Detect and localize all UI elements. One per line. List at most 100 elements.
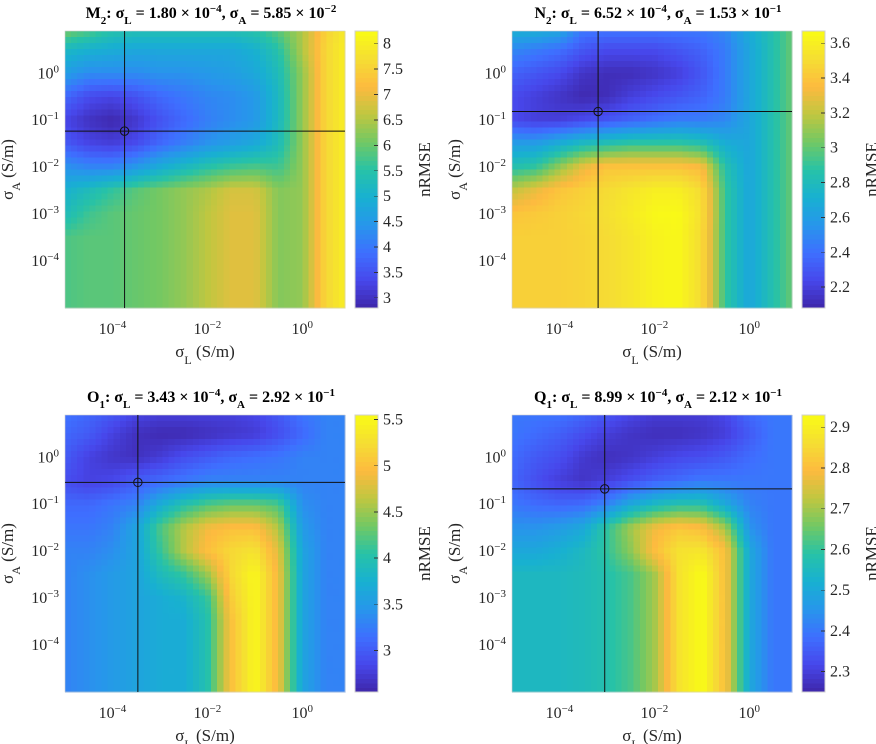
heatmap-cell — [585, 283, 592, 291]
heatmap-cell — [71, 163, 78, 171]
heatmap-cell — [198, 415, 206, 422]
heatmap-cell — [627, 187, 635, 195]
heatmap-cell — [71, 85, 78, 92]
heatmap-cell — [320, 247, 328, 255]
heatmap-cell — [773, 271, 781, 279]
heatmap-cell — [259, 217, 267, 225]
heatmap-cell — [205, 265, 212, 273]
heatmap-cell — [664, 235, 671, 243]
heatmap-cell — [290, 181, 297, 189]
heatmap-cell — [211, 457, 218, 464]
heatmap-cell — [749, 121, 757, 128]
heatmap-cell — [162, 79, 170, 86]
heatmap-cell — [144, 79, 151, 86]
heatmap-cell — [125, 103, 133, 110]
heatmap-cell — [585, 97, 592, 104]
heatmap-cell — [217, 199, 224, 207]
heatmap-cell — [235, 235, 243, 243]
heatmap-cell — [95, 139, 103, 147]
heatmap-cell — [65, 223, 72, 231]
heatmap-cell — [658, 193, 665, 201]
heatmap-cell — [530, 133, 537, 140]
heatmap-cell — [338, 109, 346, 116]
heatmap-cell — [536, 97, 544, 104]
heatmap-cell — [138, 85, 145, 92]
heatmap-cell — [89, 79, 97, 86]
heatmap-cell — [536, 271, 544, 279]
heatmap-cell — [512, 139, 519, 147]
heatmap-cell — [700, 283, 708, 291]
heatmap-cell — [156, 229, 163, 237]
heatmap-cell — [767, 247, 775, 255]
heatmap-cell — [578, 139, 586, 147]
heatmap-cell — [731, 157, 738, 165]
heatmap-cell — [162, 133, 170, 140]
heatmap-cell — [77, 451, 84, 458]
heatmap-cell — [320, 157, 328, 165]
heatmap-cell — [566, 37, 574, 44]
heatmap-cell — [609, 169, 617, 177]
heatmap-cell — [229, 103, 237, 110]
heatmap-cell — [138, 487, 145, 494]
heatmap-cell — [131, 187, 139, 195]
heatmap-cell — [779, 67, 787, 74]
heatmap-cell — [205, 301, 212, 309]
heatmap-cell — [712, 85, 720, 92]
heatmap-cell — [253, 97, 261, 104]
heatmap-cell — [65, 487, 72, 494]
heatmap-cell — [278, 193, 285, 201]
heatmap-cell — [530, 121, 537, 128]
heatmap-cell — [597, 37, 604, 44]
heatmap-cell — [162, 289, 170, 297]
heatmap-cell — [761, 31, 769, 38]
heatmap-cell — [71, 451, 78, 458]
heatmap-cell — [290, 49, 297, 56]
heatmap-cell — [682, 43, 690, 50]
heatmap-cell — [144, 61, 151, 68]
heatmap-cell — [223, 67, 230, 74]
heatmap-cell — [168, 103, 176, 110]
heatmap-cell — [253, 109, 261, 116]
heatmap-cell — [296, 295, 303, 303]
heatmap-cell — [71, 61, 78, 68]
heatmap-cell — [731, 37, 738, 44]
heatmap-cell — [688, 199, 696, 207]
heatmap-cell — [512, 127, 519, 134]
heatmap-cell — [119, 49, 127, 56]
heatmap-cell — [259, 271, 267, 279]
heatmap-cell — [597, 265, 604, 273]
heatmap-cell — [284, 241, 291, 249]
heatmap-cell — [578, 253, 586, 261]
heatmap-cell — [560, 289, 568, 297]
heatmap-cell — [718, 43, 726, 50]
heatmap-cell — [633, 193, 641, 201]
heatmap-cell — [554, 241, 562, 249]
heatmap-cell — [302, 37, 310, 44]
heatmap-cell — [65, 253, 72, 261]
heatmap-cell — [682, 175, 690, 183]
heatmap-cell — [658, 283, 665, 291]
heatmap-cell — [83, 433, 90, 440]
heatmap-cell — [241, 283, 249, 291]
heatmap-cell — [198, 277, 206, 285]
colorbar-segment — [802, 252, 825, 258]
heatmap-cell — [138, 205, 145, 213]
heatmap-cell — [77, 121, 84, 128]
heatmap-cell — [542, 157, 550, 165]
colorbar-tick-label: 6.5 — [383, 112, 403, 129]
heatmap-cell — [247, 415, 255, 422]
heatmap-cell — [131, 55, 139, 62]
heatmap-cell — [773, 49, 781, 56]
heatmap-cell — [113, 433, 121, 440]
heatmap-cell — [512, 277, 519, 285]
heatmap-cell — [603, 103, 610, 110]
heatmap-cell — [290, 103, 297, 110]
heatmap-cell — [676, 115, 684, 122]
heatmap-cell — [77, 415, 84, 422]
heatmap-cell — [524, 61, 531, 68]
heatmap-cell — [524, 85, 531, 92]
heatmap-cell — [609, 37, 617, 44]
heatmap-cell — [725, 97, 732, 104]
heatmap-cell — [694, 295, 702, 303]
heatmap-cell — [512, 73, 519, 80]
